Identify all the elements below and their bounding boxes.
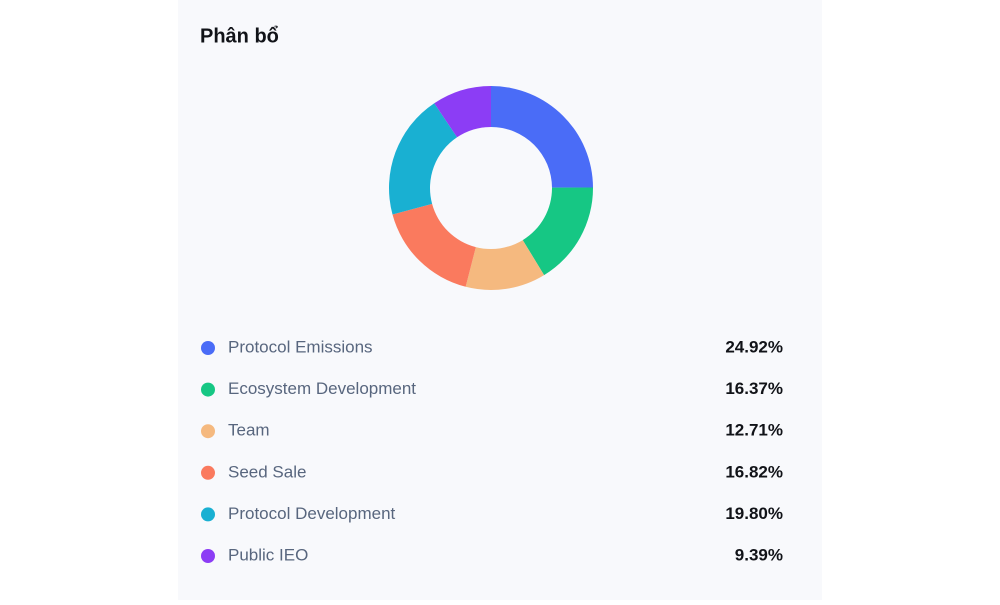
legend-value: 16.82%: [725, 462, 783, 481]
legend-label: Ecosystem Development: [228, 379, 416, 398]
legend-label: Team: [228, 421, 270, 440]
legend-value: 12.71%: [725, 421, 783, 440]
legend-swatch: [201, 424, 215, 439]
chart-title: Phân bổ: [200, 25, 279, 47]
donut-slice: [434, 86, 491, 138]
legend-swatch: [201, 382, 215, 397]
donut-slice: [389, 103, 458, 215]
legend-swatch: [201, 465, 215, 480]
donut-slice: [465, 240, 545, 290]
legend-value: 19.80%: [725, 504, 783, 523]
legend-value: 9.39%: [735, 545, 783, 564]
legend-label: Public IEO: [228, 545, 308, 564]
legend-swatch: [201, 341, 215, 355]
legend-swatch: [201, 507, 215, 522]
legend-value: 16.37%: [725, 379, 783, 398]
donut-slice: [522, 187, 593, 276]
legend-label: Seed Sale: [228, 462, 306, 481]
donut-slice: [491, 86, 593, 188]
donut-slice: [392, 203, 476, 287]
legend-value: 24.92%: [725, 337, 783, 356]
legend-swatch: [201, 549, 215, 563]
legend-label: Protocol Development: [228, 504, 396, 523]
legend-label: Protocol Emissions: [228, 337, 373, 356]
